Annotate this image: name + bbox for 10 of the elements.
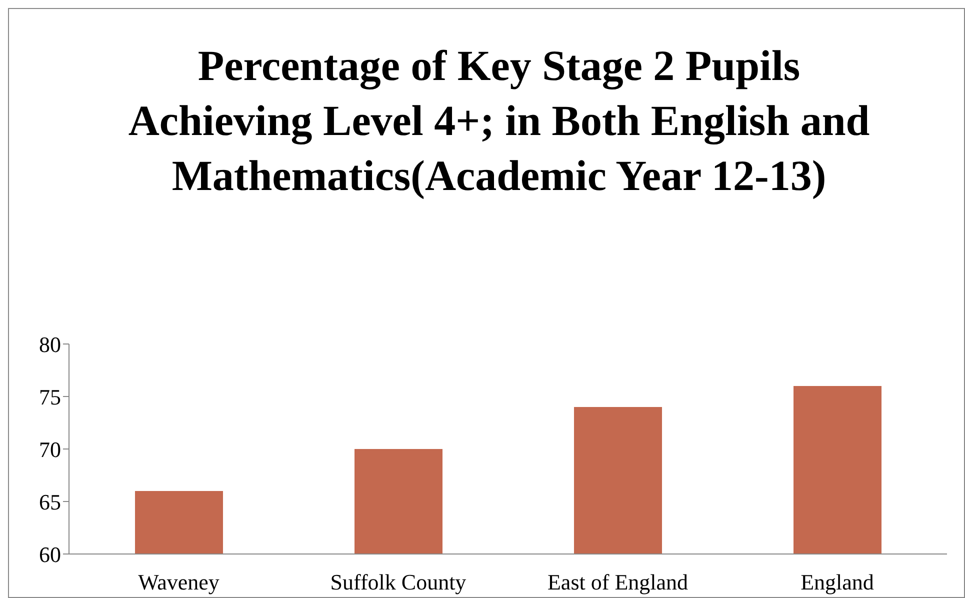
y-tick-label: 70 [39, 436, 61, 462]
chart-title: Percentage of Key Stage 2 Pupils Achieving Level 4+; in Both English and Mathematics(Academic Year 12-13) [127, 42, 871, 202]
x-tick-label: East of England [547, 570, 688, 595]
y-tick-label: 65 [39, 489, 61, 514]
y-tick-label: 75 [39, 384, 61, 410]
y-tick-label: 80 [39, 332, 61, 357]
y-tick-label: 60 [39, 542, 61, 567]
x-tick-label: England [800, 570, 874, 595]
x-tick-label: Suffolk County [330, 570, 466, 595]
x-tick-label: Waveney [138, 570, 220, 595]
